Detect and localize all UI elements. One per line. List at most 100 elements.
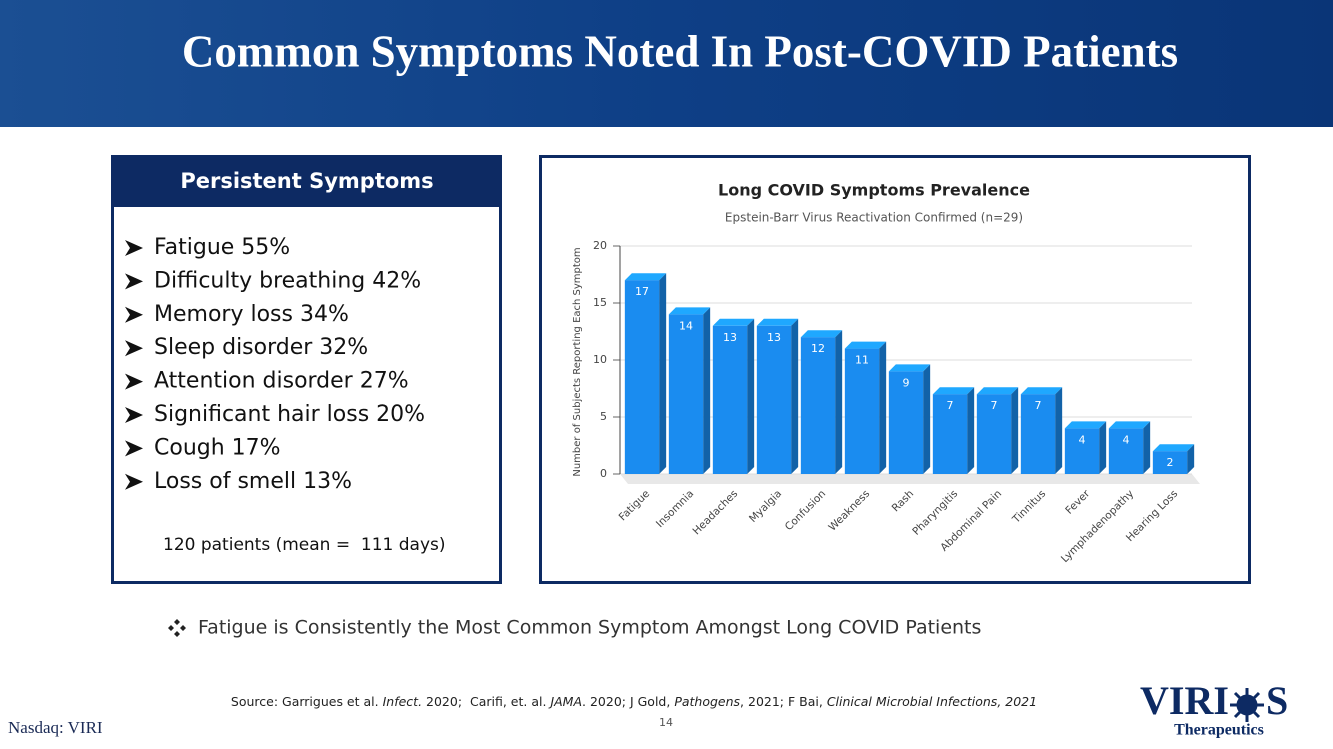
logo-virus-icon [1230, 688, 1264, 722]
source-part: Infect. [383, 694, 422, 709]
symptom-item: Significant hair loss 20% [154, 402, 425, 427]
bar-top [888, 364, 931, 372]
symptom-item: Sleep disorder 32% [154, 335, 368, 360]
bar-side [659, 273, 667, 474]
bar-top [932, 387, 975, 395]
value-label: 14 [679, 319, 693, 332]
bar [624, 280, 660, 474]
source-line: Source: Garrigues et al. Infect. 2020; C… [231, 694, 1037, 709]
symptoms-panel [111, 155, 502, 584]
bullet-arrow [125, 273, 143, 290]
value-label: 9 [903, 376, 910, 389]
bar-top [1152, 444, 1195, 452]
logo-tagline: Therapeutics [1174, 722, 1264, 739]
symptom-item: Memory loss 34% [154, 302, 349, 327]
bar-top [800, 330, 843, 338]
bar-side [879, 341, 887, 474]
source-part: , 2021; F Bai, [740, 694, 827, 709]
symptom-item: Fatigue 55% [154, 235, 290, 260]
value-label: 12 [811, 342, 825, 355]
bar-side [703, 307, 711, 474]
source-part: 2020; Carifi, et. al. [422, 694, 550, 709]
logo: VIRI S Therapeutics [1140, 678, 1288, 739]
bullet-arrow [125, 373, 143, 390]
bar [1020, 394, 1056, 474]
bullet-arrow [125, 340, 143, 357]
bar-side [835, 330, 843, 474]
bar-side [747, 318, 755, 474]
bar-top [1108, 421, 1151, 429]
source-part: Clinical Microbial Infections, 2021 [827, 694, 1037, 709]
value-label: 7 [947, 399, 954, 412]
panel-header [112, 156, 501, 207]
value-label: 13 [767, 331, 781, 344]
bar-side [1055, 387, 1063, 474]
source-part: JAMA [547, 694, 582, 709]
bullet-arrow [125, 473, 143, 490]
bar-top [668, 307, 711, 315]
bullet-arrow [125, 440, 143, 457]
bullet-arrow [125, 407, 143, 423]
bar [844, 348, 880, 474]
chart-title: Long COVID Symptoms Prevalence [718, 181, 1030, 200]
logo-text-right: S [1266, 678, 1288, 723]
bar [1108, 428, 1144, 474]
page-number: 14 [659, 716, 673, 729]
bar [668, 314, 704, 474]
bar-top [712, 318, 755, 326]
bar [800, 337, 836, 474]
bar-side [1143, 421, 1151, 474]
bar-top [976, 387, 1019, 395]
slide-title: Common Symptoms Noted In Post-COVID Pati… [182, 26, 1178, 76]
bar [756, 325, 792, 474]
callout-icon [168, 619, 186, 637]
bar-side [1099, 421, 1107, 474]
header-band [0, 0, 1333, 127]
y-tick-label: 20 [593, 239, 607, 252]
symptom-item: Cough 17% [154, 435, 281, 460]
bar [888, 371, 924, 474]
source-part: Source: Garrigues et al. [231, 694, 383, 709]
y-tick-label: 0 [600, 467, 607, 480]
y-tick-label: 5 [600, 410, 607, 423]
bar [1152, 451, 1188, 474]
bar-top [756, 318, 799, 326]
value-label: 11 [855, 354, 869, 367]
bar [712, 325, 748, 474]
callout: Fatigue is Consistently the Most Common … [198, 617, 981, 639]
value-label: 7 [1035, 399, 1042, 412]
bar-top [1064, 421, 1107, 429]
y-tick-label: 10 [593, 353, 607, 366]
value-label: 17 [635, 285, 649, 298]
bar [932, 394, 968, 474]
symptom-item: Loss of smell 13% [154, 469, 352, 494]
bar-side [923, 364, 931, 474]
value-label: 13 [723, 331, 737, 344]
bar [976, 394, 1012, 474]
bar-top [624, 273, 667, 281]
chart-subtitle: Epstein-Barr Virus Reactivation Confirme… [725, 211, 1023, 225]
value-label: 4 [1079, 433, 1086, 446]
value-label: 7 [991, 399, 998, 412]
source-part: . 2020; J Gold, [582, 694, 674, 709]
patients-note: 120 patients (mean = 111 days) [163, 535, 446, 555]
panel-title: Persistent Symptoms [180, 169, 433, 193]
ticker: Nasdaq: VIRI [8, 718, 103, 737]
bar-top [1020, 387, 1063, 395]
logo-text-left: VIRI [1140, 678, 1229, 723]
bullet-arrow [125, 240, 143, 256]
source-part: Pathogens [674, 694, 740, 709]
value-label: 2 [1167, 456, 1174, 469]
bar-side [791, 318, 799, 474]
bar-side [1187, 444, 1195, 474]
bar-side [967, 387, 975, 474]
y-tick-label: 15 [593, 296, 607, 309]
value-label: 4 [1123, 433, 1130, 446]
symptom-item: Attention disorder 27% [154, 369, 409, 394]
y-axis-label: Number of Subjects Reporting Each Sympto… [572, 247, 583, 476]
floor-shadow [620, 474, 1200, 484]
bullet-arrow [125, 306, 143, 323]
bar [1064, 428, 1100, 474]
